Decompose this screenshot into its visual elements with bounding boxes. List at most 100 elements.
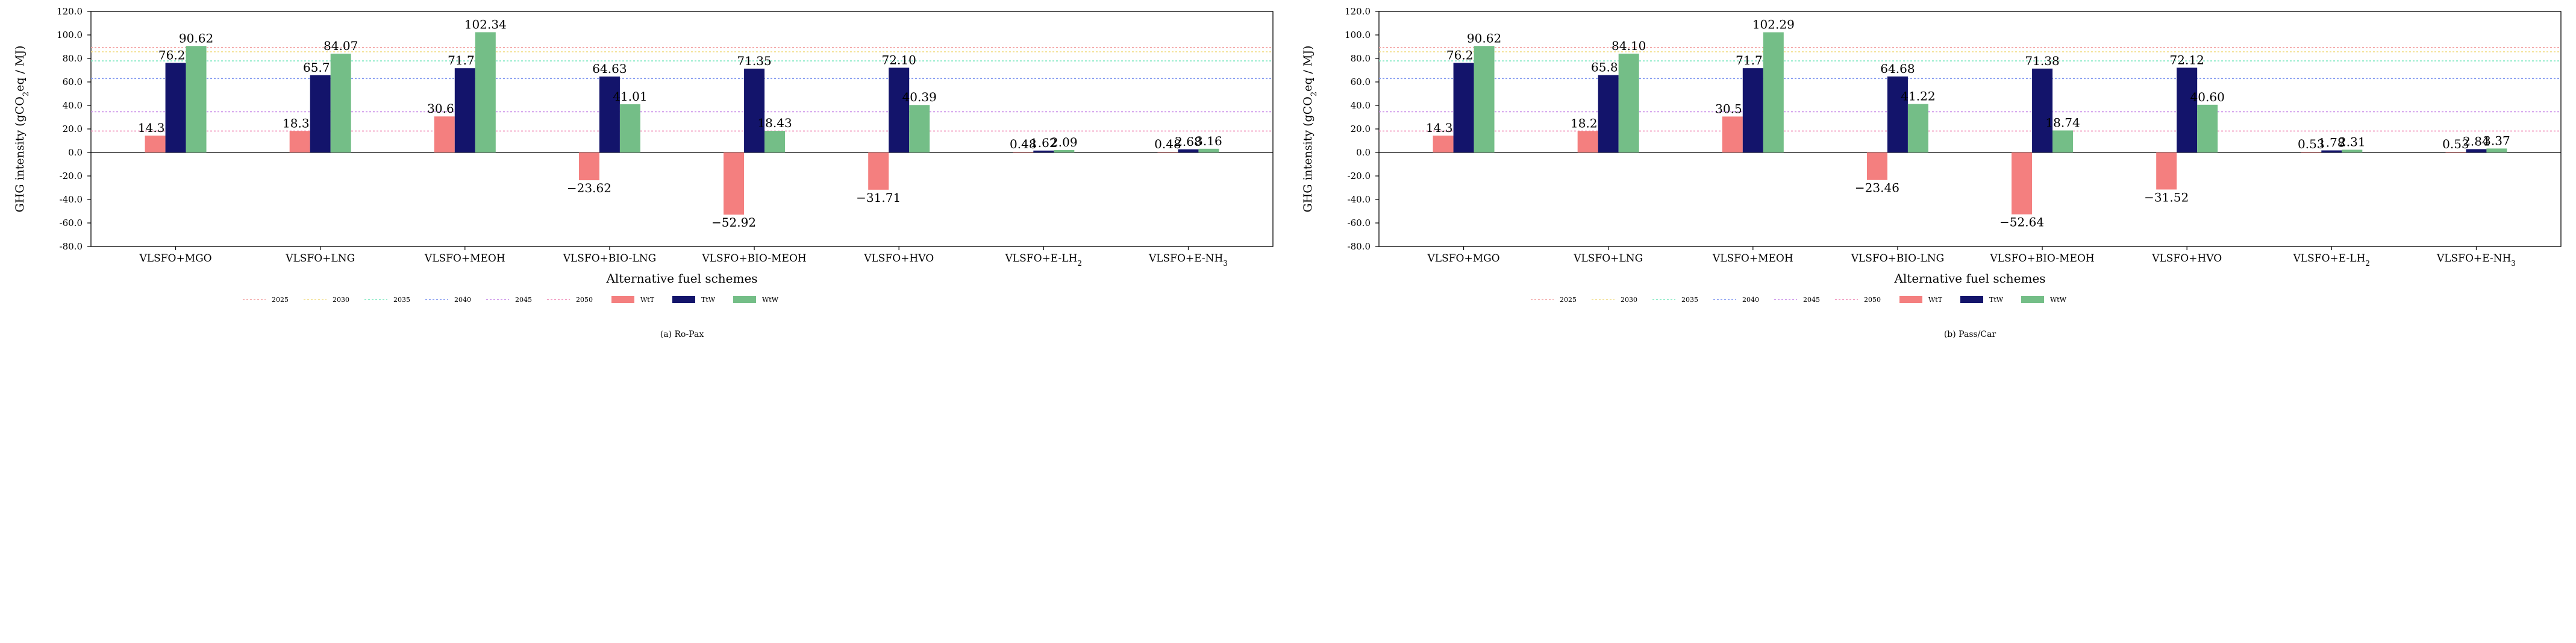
x-tick-label: VLSFO+LNG bbox=[1573, 252, 1643, 265]
legend-swatch-wtw bbox=[2021, 296, 2044, 303]
legend-swatch-ttw bbox=[1960, 296, 1983, 303]
legend-label-2035: 2035 bbox=[1681, 296, 1698, 304]
data-label-wtt-8: 0.53 bbox=[2442, 137, 2469, 151]
data-label-wtt-4: −23.46 bbox=[1855, 181, 1899, 195]
y-tick-label: -40.0 bbox=[1348, 194, 1371, 205]
legend-label-2030: 2030 bbox=[1621, 296, 1637, 304]
bar-wtw-7 bbox=[1054, 149, 1075, 152]
legend-label-wtt: WtT bbox=[1928, 296, 1943, 304]
bar-wtw-6 bbox=[909, 105, 930, 152]
y-tick-label: 60.0 bbox=[1351, 77, 1371, 87]
bar-ttw-2 bbox=[1598, 75, 1619, 152]
bar-ttw-8 bbox=[2466, 149, 2487, 152]
data-label-wtt-4: −23.62 bbox=[567, 181, 611, 195]
bar-wtw-3 bbox=[1763, 32, 1784, 152]
data-label-wtw-5: 18.74 bbox=[2045, 115, 2080, 130]
x-tick-label: VLSFO+E-NH3 bbox=[1148, 252, 1228, 268]
bar-ttw-4 bbox=[1887, 76, 1908, 152]
y-tick-label: 100.0 bbox=[1345, 30, 1371, 40]
bar-ttw-1 bbox=[165, 63, 186, 152]
bar-wtt-6 bbox=[868, 152, 889, 190]
bar-wtt-5 bbox=[724, 152, 745, 215]
y-tick-label: 0.0 bbox=[68, 147, 83, 158]
bar-wtw-2 bbox=[1618, 54, 1639, 152]
legend-label-2050: 2050 bbox=[1864, 296, 1881, 304]
data-label-wtt-5: −52.64 bbox=[1999, 215, 2044, 230]
legend-label-wtw: WtW bbox=[2050, 296, 2067, 304]
legend-label-ttw: TtW bbox=[1989, 296, 2004, 304]
bar-wtt-3 bbox=[434, 116, 455, 152]
x-tick-label: VLSFO+MEOH bbox=[1712, 252, 1793, 265]
x-tick-label: VLSFO+BIO-MEOH bbox=[1989, 252, 2094, 265]
data-label-ttw-6: 72.12 bbox=[2170, 52, 2204, 67]
data-label-ttw-4: 64.68 bbox=[1880, 61, 1915, 76]
bar-ttw-6 bbox=[889, 67, 910, 152]
bar-wtt-3 bbox=[1722, 116, 1743, 152]
bar-wtw-5 bbox=[2052, 130, 2074, 152]
y-tick-label: 120.0 bbox=[1345, 6, 1371, 17]
y-tick-label: -60.0 bbox=[1348, 218, 1371, 228]
legend-label-2045: 2045 bbox=[1803, 296, 1820, 304]
legend-label-2040: 2040 bbox=[454, 296, 471, 304]
bar-wtw-2 bbox=[330, 54, 351, 152]
legend-label-ttw: TtW bbox=[701, 296, 716, 304]
data-label-wtt-7: 0.53 bbox=[2298, 137, 2325, 151]
bar-wtt-1 bbox=[145, 135, 166, 152]
x-tick-label: VLSFO+BIO-MEOH bbox=[701, 252, 806, 265]
bar-wtt-6 bbox=[2156, 152, 2177, 190]
legend-label-2050: 2050 bbox=[576, 296, 593, 304]
bar-ttw-7 bbox=[1033, 150, 1054, 152]
x-tick-label: VLSFO+E-NH3 bbox=[2436, 252, 2516, 268]
data-label-ttw-5: 71.35 bbox=[737, 54, 771, 68]
x-tick-label: VLSFO+MGO bbox=[1427, 252, 1500, 265]
bar-ttw-5 bbox=[2032, 68, 2053, 153]
legend-swatch-ttw bbox=[672, 296, 695, 303]
bar-wtt-2 bbox=[289, 131, 310, 152]
x-tick-label: VLSFO+E-LH2 bbox=[1005, 252, 1082, 268]
x-tick-label: VLSFO+E-LH2 bbox=[2293, 252, 2370, 268]
bar-ttw-3 bbox=[1742, 68, 1763, 153]
y-tick-label: 80.0 bbox=[63, 53, 83, 64]
chart-ro-pax: 120.0 100.0 80.0 60.0 40.0 20.0 0.0 -20.0 -40.0 -… bbox=[13, 6, 1274, 339]
y-tick-label: 40.0 bbox=[63, 100, 83, 111]
panel-caption: (b) Pass/Car bbox=[1944, 330, 1996, 339]
data-label-wtt-6: −31.52 bbox=[2144, 190, 2189, 204]
chart-pass-car: 120.0 100.0 80.0 60.0 40.0 20.0 0.0 -20.0 -40.0 -… bbox=[1301, 6, 2562, 339]
chart-panel-pass-car: 120.0 100.0 80.0 60.0 40.0 20.0 0.0 -20.0 -40.0 -… bbox=[1288, 0, 2576, 643]
data-label-wtw-5: 18.43 bbox=[757, 116, 792, 130]
bar-ttw-7 bbox=[2321, 150, 2342, 152]
y-axis-label: GHG intensity (gCO2eq / MJ) bbox=[1301, 46, 1319, 213]
bar-wtt-1 bbox=[1433, 136, 1454, 152]
y-tick-label: 120.0 bbox=[57, 6, 83, 17]
legend-swatch-wtw bbox=[733, 296, 756, 303]
data-label-ttw-7: 1.78 bbox=[2318, 136, 2345, 150]
bar-ttw-3 bbox=[454, 68, 475, 152]
legend-swatch-wtt bbox=[611, 296, 634, 303]
data-label-wtw-6: 40.60 bbox=[2190, 90, 2225, 104]
data-label-wtw-4: 41.22 bbox=[1901, 89, 1935, 104]
bar-wtw-8 bbox=[1198, 148, 1219, 152]
y-tick-label: 100.0 bbox=[57, 30, 83, 40]
x-tick-label: VLSFO+BIO-LNG bbox=[1851, 252, 1944, 265]
plot-frame bbox=[90, 11, 1274, 247]
data-label-ttw-8: 2.84 bbox=[2463, 134, 2490, 148]
data-label-ttw-6: 72.10 bbox=[882, 52, 916, 67]
data-label-wtt-6: −31.71 bbox=[856, 190, 901, 205]
data-label-wtw-3: 102.29 bbox=[1752, 17, 1795, 32]
x-tick-label: VLSFO+MGO bbox=[139, 252, 212, 265]
bar-wtw-7 bbox=[2342, 149, 2363, 152]
bar-ttw-6 bbox=[2177, 67, 2198, 152]
y-tick-label: -40.0 bbox=[60, 194, 83, 205]
data-label-wtw-7: 2.09 bbox=[1051, 135, 1078, 149]
bar-ttw-5 bbox=[744, 68, 765, 153]
legend-label-2030: 2030 bbox=[333, 296, 349, 304]
bar-wtt-2 bbox=[1577, 131, 1598, 152]
y-tick-label: -20.0 bbox=[1348, 171, 1371, 181]
data-label-wtw-6: 40.39 bbox=[902, 90, 937, 104]
x-tick-label: VLSFO+LNG bbox=[285, 252, 355, 265]
x-axis-label: Alternative fuel schemes bbox=[1893, 271, 2045, 286]
bar-ttw-2 bbox=[310, 75, 331, 152]
y-tick-label: -20.0 bbox=[60, 171, 83, 181]
y-tick-label: -60.0 bbox=[60, 218, 83, 228]
data-label-wtw-8: 3.16 bbox=[1195, 134, 1222, 148]
